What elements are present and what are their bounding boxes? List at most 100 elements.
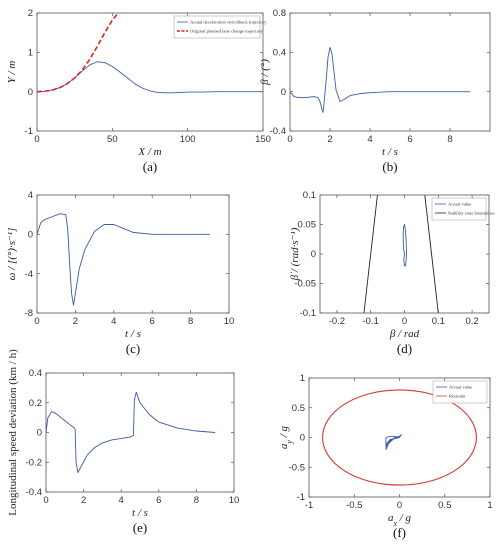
x-tick-label: 0 bbox=[43, 495, 48, 506]
y-tick-label: 2 bbox=[28, 8, 33, 19]
series-group-d bbox=[363, 195, 439, 313]
panel-label-b: (b) bbox=[382, 159, 397, 174]
plot-area-b bbox=[290, 13, 490, 131]
x-tick-label: 150 bbox=[255, 134, 271, 145]
y-tick-label: 1 bbox=[28, 48, 33, 59]
y-tick-label: 0 bbox=[311, 249, 316, 260]
x-tick-label: 8 bbox=[188, 316, 193, 327]
y-tick-label: 0.8 bbox=[273, 8, 286, 19]
y-tick-label: -8 bbox=[25, 308, 33, 319]
x-tick-label: 0 bbox=[287, 134, 292, 145]
x-axis-label: t / s bbox=[132, 507, 148, 519]
x-tick-label: 8 bbox=[194, 495, 199, 506]
legend-box bbox=[432, 380, 488, 404]
legend-entry: Actual value bbox=[449, 385, 472, 390]
series-ellipse-restraint bbox=[322, 389, 477, 486]
x-tick-label: 2 bbox=[73, 316, 78, 327]
x-tick-label: 4 bbox=[367, 134, 372, 145]
y-tick-label: 0.2 bbox=[29, 398, 42, 409]
chart-panel-d: -0.2 -0.1 0 0.1 0.2 -0.1 -0.05 0 0.05 0.1 Actual v… bbox=[289, 190, 495, 356]
x-tick-label: 0.2 bbox=[465, 316, 478, 327]
plot-frame-f bbox=[308, 377, 491, 498]
plot-area-e bbox=[46, 373, 234, 492]
x-axis-label: β / rad bbox=[389, 328, 420, 340]
x-tick-label: -1 bbox=[305, 500, 313, 511]
x-tick-label: 4 bbox=[111, 316, 116, 327]
series-line-a-original-planned-lane-change-trajectory bbox=[37, 13, 120, 93]
legend-entry: Restraint bbox=[449, 394, 466, 399]
x-tick-label: 6 bbox=[150, 316, 155, 327]
chart-panel-e: 0 2 4 6 8 10 -0.4 -0.2 0 0.2 0.4 t / s Longitudinal … bbox=[7, 349, 239, 535]
legend-f: Actual value Restraint bbox=[432, 380, 488, 404]
series-line-d-stability-zone-boundaries bbox=[363, 195, 378, 313]
y-tick-label: 0 bbox=[28, 230, 33, 241]
y-tick-label: 0 bbox=[300, 433, 305, 444]
x-tick-label: 10 bbox=[229, 495, 240, 506]
y-tick-label: -0.05 bbox=[294, 279, 316, 290]
plot-frame-d bbox=[319, 194, 490, 314]
series-line-f-actual-value bbox=[385, 434, 402, 450]
plot-frame-b bbox=[289, 12, 491, 132]
y-tick-label: 0.05 bbox=[298, 220, 317, 231]
x-tick-label: 0 bbox=[34, 316, 39, 327]
x-tick-label: 0 bbox=[34, 134, 39, 145]
y-tick-label: 0 bbox=[37, 428, 42, 439]
plot-frame-e bbox=[45, 372, 235, 493]
legend-d: Actual value Stability zone boundaries bbox=[431, 197, 495, 221]
chart-panel-c: 0 2 4 6 8 10 -8 -4 0 4 t / s ω / [(°)·s⁻¹] (c) bbox=[6, 190, 234, 356]
y-axis-label: ω / [(°)·s⁻¹] bbox=[6, 228, 18, 281]
panel-label-d: (d) bbox=[397, 341, 412, 356]
x-tick-label: -0.1 bbox=[363, 316, 379, 327]
y-tick-label: -0.1 bbox=[300, 308, 316, 319]
legend-box bbox=[173, 15, 261, 39]
y-tick-label: -0.4 bbox=[270, 126, 286, 137]
x-tick-label: 8 bbox=[447, 134, 452, 145]
series-line-d-main-2 bbox=[424, 195, 439, 313]
series-group-f bbox=[322, 389, 477, 486]
y-tick-label: 0 bbox=[281, 87, 286, 98]
y-axis-label: Y / m bbox=[6, 61, 18, 84]
y-tick-label: -0.4 bbox=[26, 487, 42, 498]
panel-label-e: (e) bbox=[133, 520, 147, 535]
y-axis-label: β / (°) bbox=[259, 59, 271, 86]
y-tick-label: -1 bbox=[297, 492, 305, 503]
x-tick-label: 0.5 bbox=[438, 500, 451, 511]
legend-entry: Stability zone boundaries bbox=[448, 211, 495, 216]
plot-frame-c bbox=[36, 194, 230, 314]
legend-entry: Actual value bbox=[448, 202, 471, 207]
series-group-e bbox=[46, 391, 216, 474]
y-tick-label: 0.4 bbox=[273, 48, 286, 59]
series-line-c-main-0 bbox=[37, 213, 210, 306]
plot-frame-a bbox=[36, 12, 264, 132]
legend-a: Actual deceleration switchback trajector… bbox=[173, 15, 267, 39]
series-line-d-actual-value bbox=[402, 224, 407, 267]
x-tick-label: 0 bbox=[402, 316, 407, 327]
x-axis-label: ax / g bbox=[388, 512, 412, 528]
x-tick-label: 6 bbox=[407, 134, 412, 145]
x-tick-label: 4 bbox=[119, 495, 124, 506]
y-tick-label: 0 bbox=[28, 87, 33, 98]
y-axis-label: Longitudinal speed deviation (km / h) bbox=[7, 349, 19, 516]
x-tick-label: 0.1 bbox=[432, 316, 445, 327]
x-tick-label: -0.2 bbox=[329, 316, 345, 327]
y-tick-label: 1 bbox=[300, 373, 305, 384]
x-tick-label: 6 bbox=[156, 495, 161, 506]
series-group-a bbox=[37, 13, 263, 94]
panel-label-a: (a) bbox=[143, 159, 157, 174]
chart-panel-f: -1 -0.5 0 0.5 1 -1 -0.5 0 0.5 1 Actual value Restra… bbox=[278, 373, 493, 540]
plot-area-c bbox=[37, 195, 229, 313]
legend-box bbox=[431, 197, 487, 221]
chart-panel-b: 0 2 4 6 8-0.400.40.8t / sβ / (°)(b) bbox=[259, 8, 491, 174]
x-tick-label: 0 bbox=[397, 500, 402, 511]
legend-entry: Actual deceleration switchback trajector… bbox=[190, 20, 267, 25]
x-axis-label: t / s bbox=[382, 146, 398, 158]
y-tick-label: 0.5 bbox=[292, 403, 305, 414]
series-group-b bbox=[290, 46, 470, 113]
panel-label-c: (c) bbox=[126, 341, 140, 356]
x-tick-label: 2 bbox=[81, 495, 86, 506]
x-axis-label: X / m bbox=[137, 146, 161, 158]
series-group-c bbox=[37, 213, 210, 306]
x-tick-label: 2 bbox=[327, 134, 332, 145]
